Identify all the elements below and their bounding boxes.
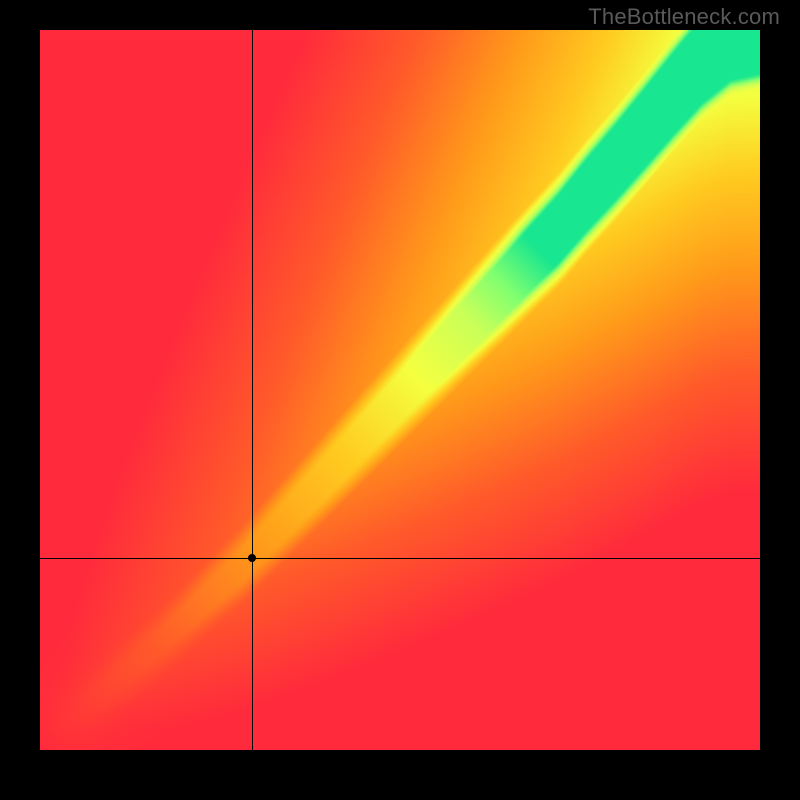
heatmap-chart — [40, 30, 760, 750]
watermark: TheBottleneck.com — [588, 4, 780, 30]
heatmap-canvas — [40, 30, 760, 750]
crosshair-horizontal — [40, 558, 760, 559]
crosshair-vertical — [252, 30, 253, 750]
